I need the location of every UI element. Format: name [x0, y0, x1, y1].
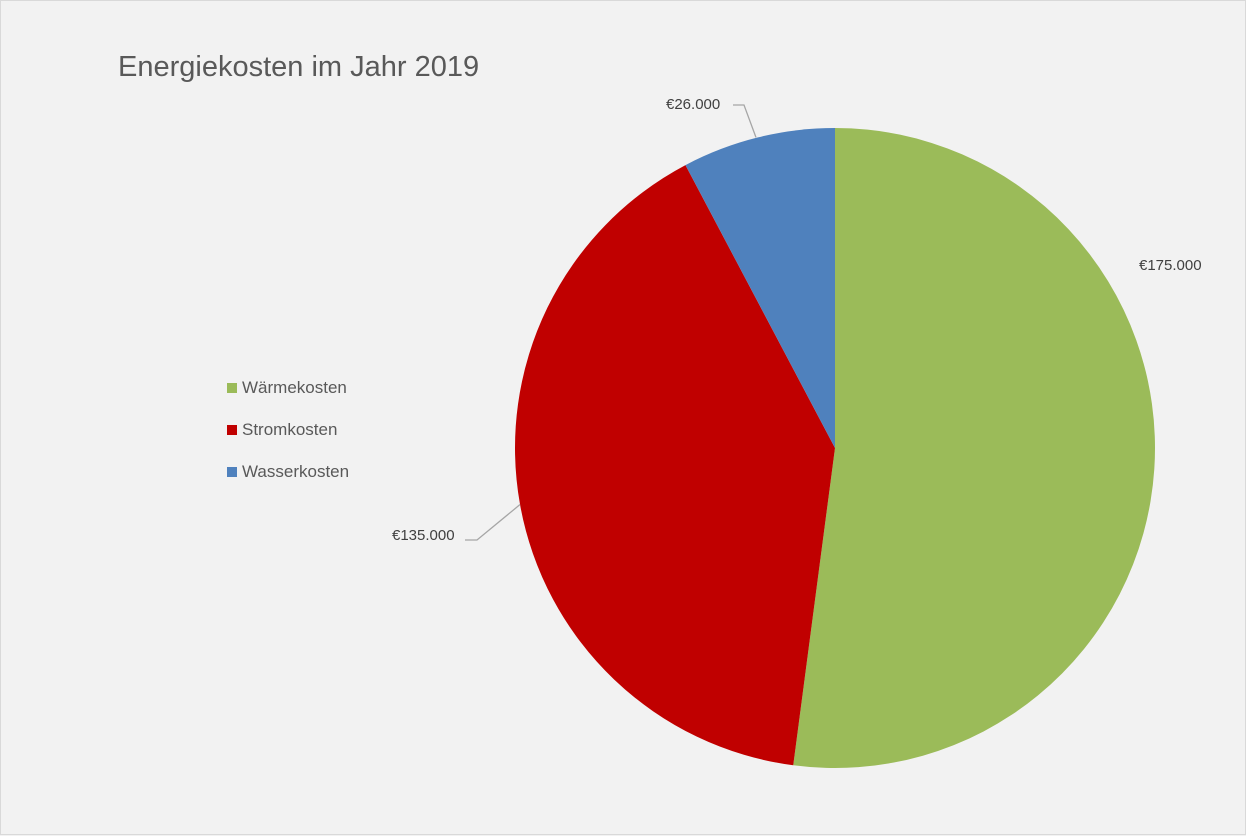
legend-swatch-waermekosten — [227, 383, 237, 393]
pie-slice-waermekosten — [793, 128, 1156, 768]
legend-item-wasserkosten: Wasserkosten — [227, 451, 349, 493]
legend-swatch-wasserkosten — [227, 467, 237, 477]
legend-swatch-stromkosten — [227, 425, 237, 435]
legend-label-wasserkosten: Wasserkosten — [242, 462, 350, 481]
chart-title: Energiekosten im Jahr 2019 — [118, 51, 480, 83]
leader-line-wasserkosten — [733, 104, 757, 138]
legend-label-stromkosten: Stromkosten — [242, 420, 338, 439]
legend-item-stromkosten: Stromkosten — [227, 409, 349, 451]
data-label-wasserkosten: €26.000 — [666, 96, 720, 113]
leader-line-stromkosten — [465, 504, 521, 541]
legend-label-waermekosten: Wärmekosten — [242, 378, 347, 397]
data-label-waermekosten: €175.000 — [1139, 257, 1202, 274]
data-label-stromkosten: €135.000 — [392, 527, 455, 544]
pie-slice-stromkosten — [515, 165, 835, 766]
legend: Wärmekosten Stromkosten Wasserkosten — [227, 367, 349, 493]
pie-slice-wasserkosten — [685, 128, 835, 448]
legend-item-waermekosten: Wärmekosten — [227, 367, 349, 409]
